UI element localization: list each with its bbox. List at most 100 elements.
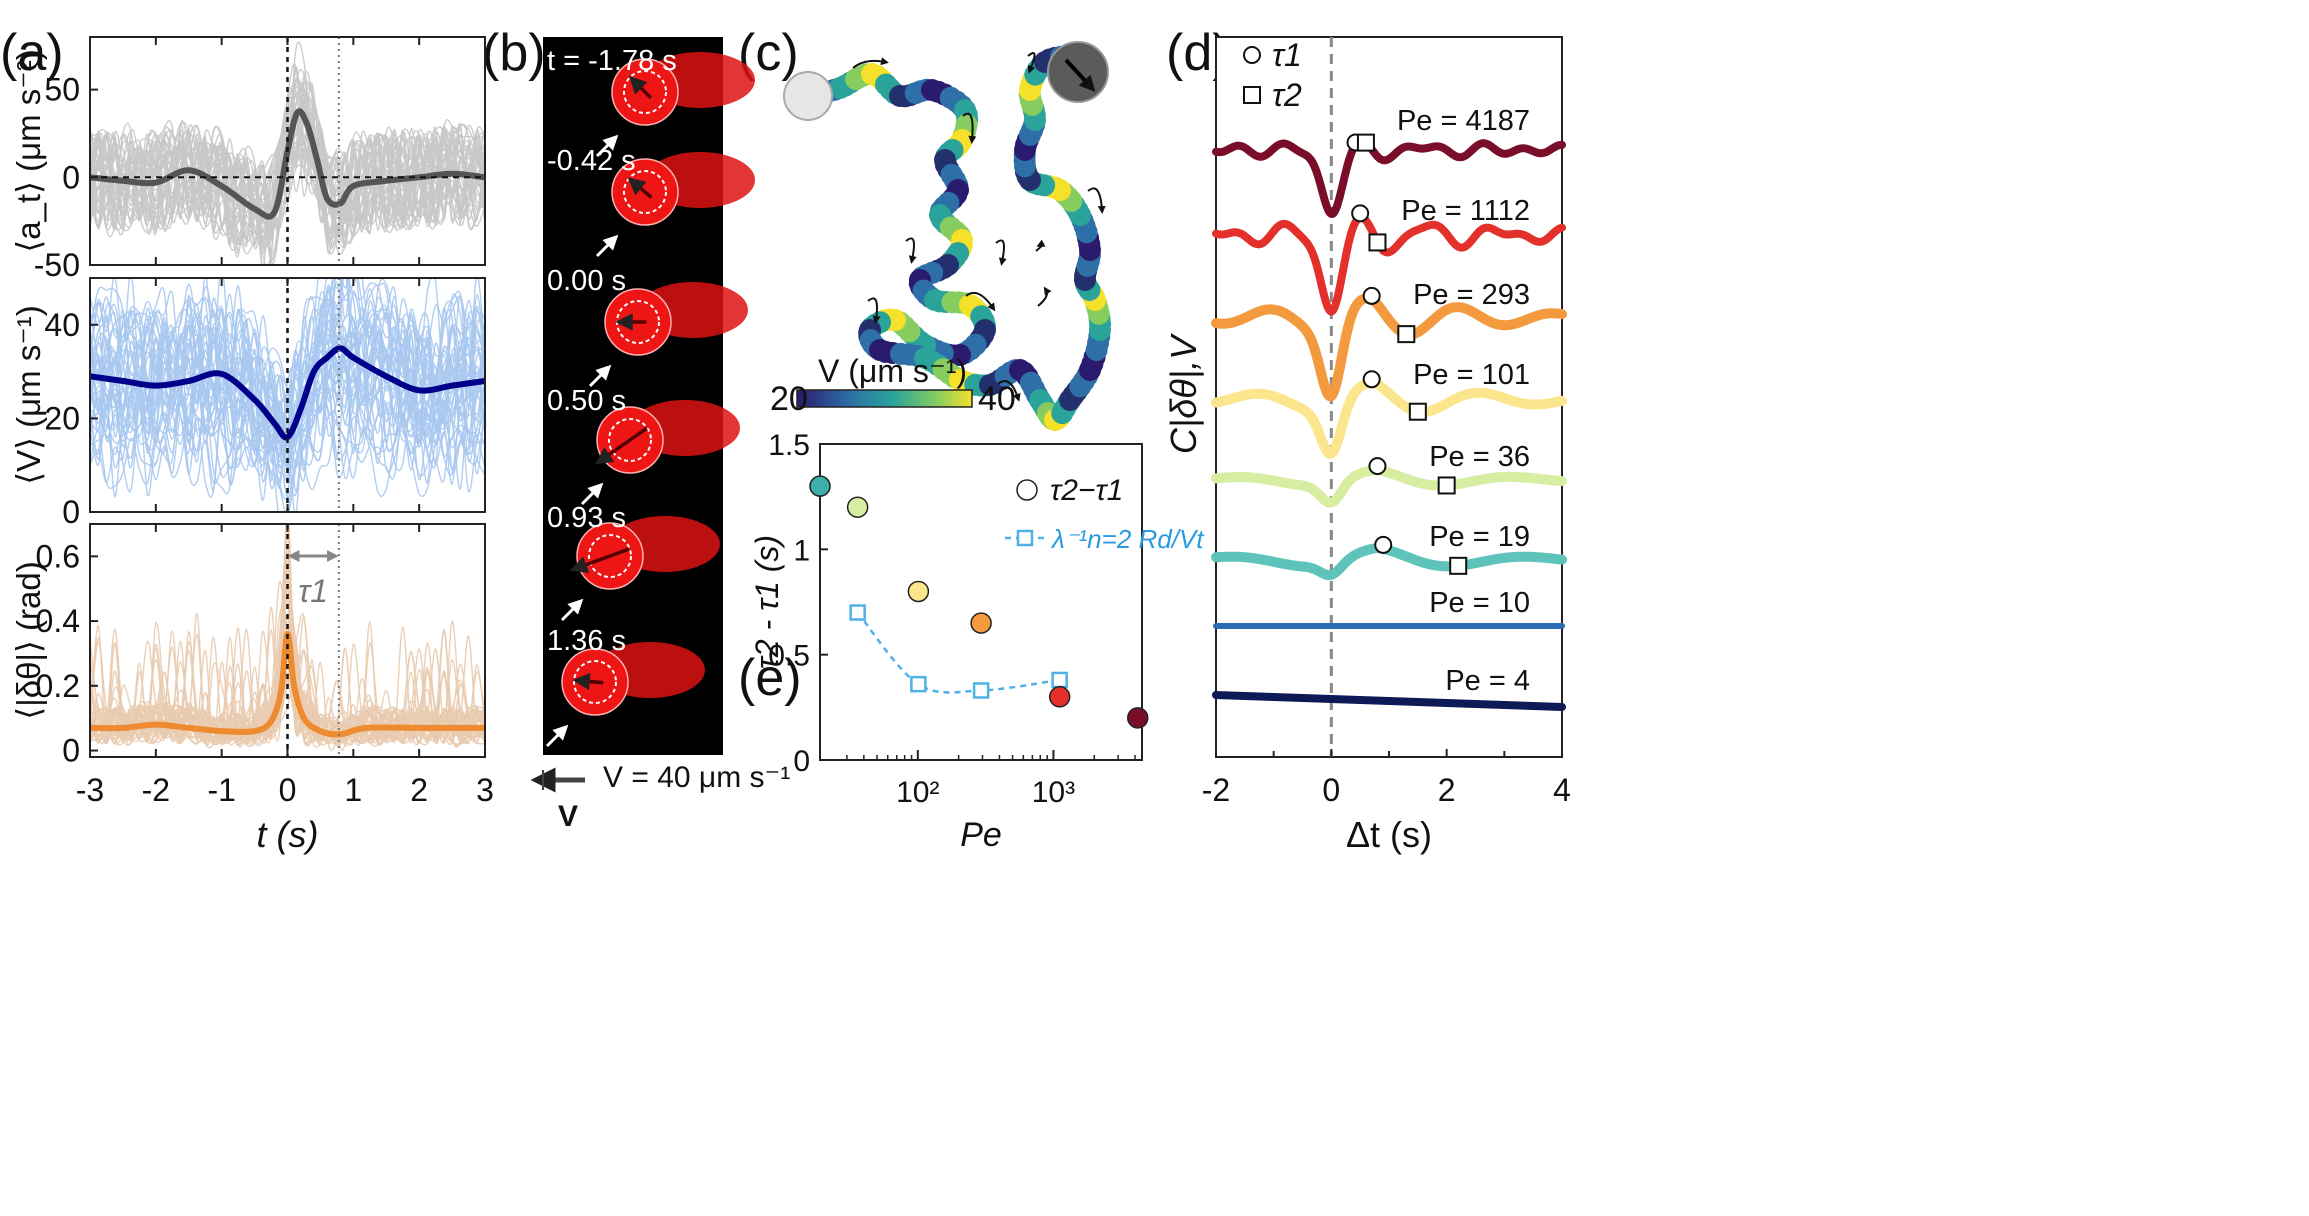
series-label: Pe = 19: [1429, 521, 1530, 553]
xtick-label: -3: [76, 772, 104, 808]
tau1-marker: [1362, 370, 1381, 389]
frame: -0.42 s: [547, 145, 755, 258]
direction-arrow: [594, 426, 648, 465]
direction-arrow: [569, 547, 630, 573]
series-line: [1211, 378, 1567, 459]
ytick-label: 1: [793, 534, 810, 567]
ytick-label: 0: [62, 159, 80, 195]
droplet-core: [623, 70, 667, 114]
trace-line: [90, 331, 485, 465]
mean-line: [90, 345, 485, 441]
frame: 0.93 s: [547, 502, 720, 622]
x-axis-label: t (s): [257, 814, 319, 855]
tau1-marker: [1362, 286, 1381, 305]
colorbar-max: 40: [978, 380, 1016, 418]
indicator-arrow: [588, 364, 612, 388]
legend-label: τ1: [1272, 37, 1302, 73]
square-series-line: [856, 611, 1060, 694]
series-label: Pe = 36: [1429, 441, 1530, 473]
panel-b-scale: V V = 40 μm s⁻¹: [530, 761, 790, 833]
circle-point: [846, 496, 869, 518]
trace-line: [90, 332, 485, 470]
square-point: [1051, 671, 1068, 689]
panel-label-b: (b): [482, 24, 546, 82]
x-axis-label: Δt (s): [1346, 814, 1432, 855]
ytick-label: 1.5: [768, 429, 810, 462]
square-point: [849, 604, 866, 621]
y-axis-label: τ2 - τ1 (s): [749, 535, 785, 669]
frame: 1.36 s: [545, 625, 705, 748]
trace-line: [90, 278, 485, 431]
tau2-marker: [1449, 556, 1468, 575]
trace-line: [90, 286, 485, 421]
xtick-label: 2: [410, 772, 428, 808]
rotation-arrow: [1035, 239, 1046, 252]
series-line: [1211, 465, 1567, 508]
ytick-label: 0: [62, 733, 80, 769]
chart-d-correlation: Pe = 4187 Pe = 1112 Pe = 293 Pe = 101 Pe = 3…: [1163, 36, 1571, 855]
frame: 0.00 s: [547, 265, 748, 388]
x-axis-label: Pe: [960, 816, 1002, 854]
square-point: [972, 682, 990, 699]
series-line: [1212, 213, 1566, 316]
circle-point: [970, 612, 992, 634]
series-line: [1212, 691, 1566, 711]
trace-line: [90, 278, 485, 436]
ytick-label: 0: [62, 494, 80, 530]
trace-line: [90, 385, 485, 512]
colorbar: [796, 389, 973, 408]
scale-label: V = 40 μm s⁻¹: [603, 761, 790, 794]
trace-line: [90, 319, 485, 446]
rotation-arrow: [852, 57, 889, 69]
frame-time: -0.42 s: [547, 145, 636, 177]
rotation-arrow: [1027, 52, 1036, 74]
xtick-label: 1: [344, 772, 362, 808]
panel-c-colorbar: V (μm s⁻¹) 20 40: [770, 353, 1016, 418]
colorbar-label: V (μm s⁻¹): [818, 353, 967, 389]
series-label: Pe = 10: [1429, 587, 1530, 619]
series-label: Pe = 101: [1413, 359, 1530, 391]
rotation-arrow: [905, 237, 917, 264]
circle-point: [1048, 686, 1071, 708]
xtick-label: 4: [1553, 772, 1571, 808]
colorbar-min: 20: [770, 380, 808, 418]
frame: t = -1.78 s: [547, 45, 755, 158]
trace-line: [90, 80, 485, 241]
frame-time: 0.00 s: [547, 265, 626, 297]
panel-label-e: (e): [738, 649, 802, 707]
y-axis-label: ⟨a_t⟩ (μm s⁻²): [10, 49, 47, 252]
xtick-label: -2: [142, 772, 170, 808]
droplet-core: [588, 534, 632, 578]
trace-line: [90, 379, 485, 512]
xtick-label: -2: [1202, 772, 1230, 808]
y-axis-label: C|δθ|,V: [1163, 333, 1204, 454]
circle-point: [809, 475, 831, 497]
series-label: Pe = 4: [1445, 665, 1530, 697]
y-axis-label: ⟨|δθ|⟩ (rad): [10, 561, 47, 719]
axes-box: [819, 443, 1143, 761]
ytick-label: 50: [44, 72, 80, 108]
square-point: [910, 675, 927, 693]
chart-a-velocity: 0 20 40⟨V⟩ (μm s⁻¹): [10, 277, 486, 530]
indicator-arrow: [580, 482, 604, 506]
ytick-label: 0.4: [36, 603, 80, 639]
y-axis-label: ⟨V⟩ (μm s⁻¹): [10, 305, 47, 485]
series-line: [1212, 136, 1566, 218]
tau2-marker: [1397, 325, 1416, 344]
xtick-label: 2: [1438, 772, 1456, 808]
rotation-arrow: [962, 112, 977, 144]
ytick-label: 0.2: [36, 668, 80, 704]
tau2-marker: [1368, 233, 1387, 252]
ytick-label: -50: [34, 247, 80, 283]
indicator-arrow: [545, 724, 569, 748]
tau2-marker: [1437, 476, 1456, 495]
trace-line: [90, 346, 485, 499]
panel-b-image-sequence: t = -1.78 s -0.42 s 0.00 s 0.50 s 0.93 s 1.36…: [543, 37, 755, 755]
chart-a-acceleration: -50 0 50⟨a_t⟩ (μm s⁻²): [10, 36, 486, 283]
series-label: Pe = 1112: [1401, 195, 1530, 227]
indicator-arrow: [595, 234, 619, 258]
chart-a-angle: 0 0.2 0.4 0.6 -3 -2 -1 0 1 2 3 t (s) ⟨|δθ|⟩ (rad) τ1: [10, 523, 494, 855]
xtick-label: 10²: [896, 776, 939, 809]
ytick-label: 0.6: [36, 538, 80, 574]
